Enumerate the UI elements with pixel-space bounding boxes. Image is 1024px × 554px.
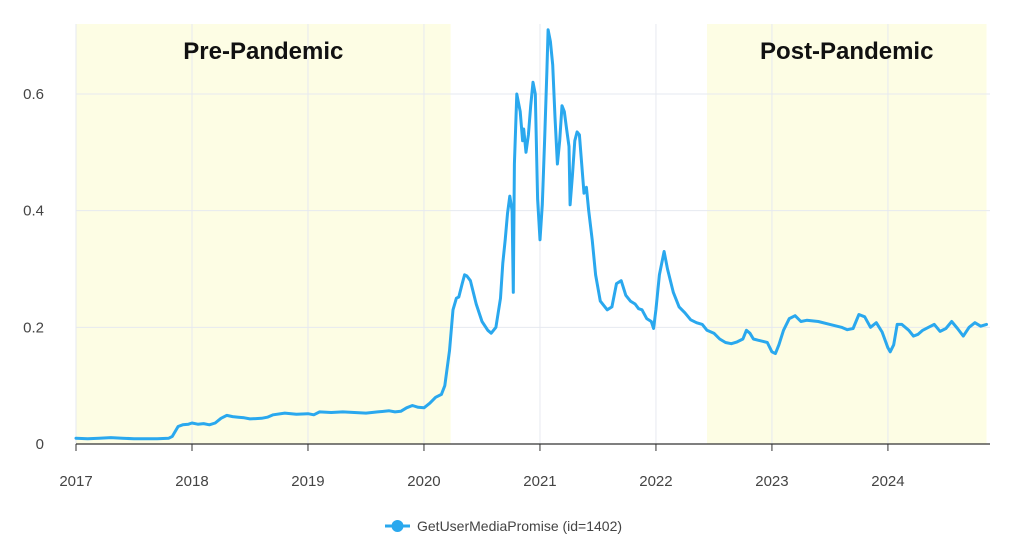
x-tick-label: 2017 (59, 473, 92, 490)
period-band (706, 24, 987, 444)
x-tick-label: 2019 (291, 473, 324, 490)
period-label: Post-Pandemic (760, 38, 933, 65)
period-labels: Pre-Pandemic Post-Pandemic (183, 38, 933, 65)
x-tick-label: 2024 (871, 473, 904, 490)
y-tick-label: 0.6 (23, 86, 44, 103)
y-tick-label: 0.4 (23, 203, 44, 220)
series-line (74, 28, 988, 441)
legend[interactable]: GetUserMediaPromise (id=1402) (385, 518, 622, 534)
period-band (76, 24, 451, 444)
axes: 0 0.2 0.4 0.6 2017 2018 2019 2020 2021 2022 2023 20… (23, 86, 990, 490)
y-tick-label: 0 (36, 436, 44, 453)
x-tick-label: 2023 (755, 473, 788, 490)
legend-dot-marker (391, 520, 404, 532)
x-tick-label: 2018 (175, 473, 208, 490)
series-layer (74, 28, 988, 441)
x-tick-label: 2022 (639, 473, 672, 490)
x-tick-label: 2020 (407, 473, 440, 490)
x-tick-label: 2021 (523, 473, 556, 490)
y-tick-label: 0.2 (23, 319, 44, 336)
legend-label[interactable]: GetUserMediaPromise (id=1402) (417, 518, 622, 534)
period-label: Pre-Pandemic (183, 38, 343, 65)
